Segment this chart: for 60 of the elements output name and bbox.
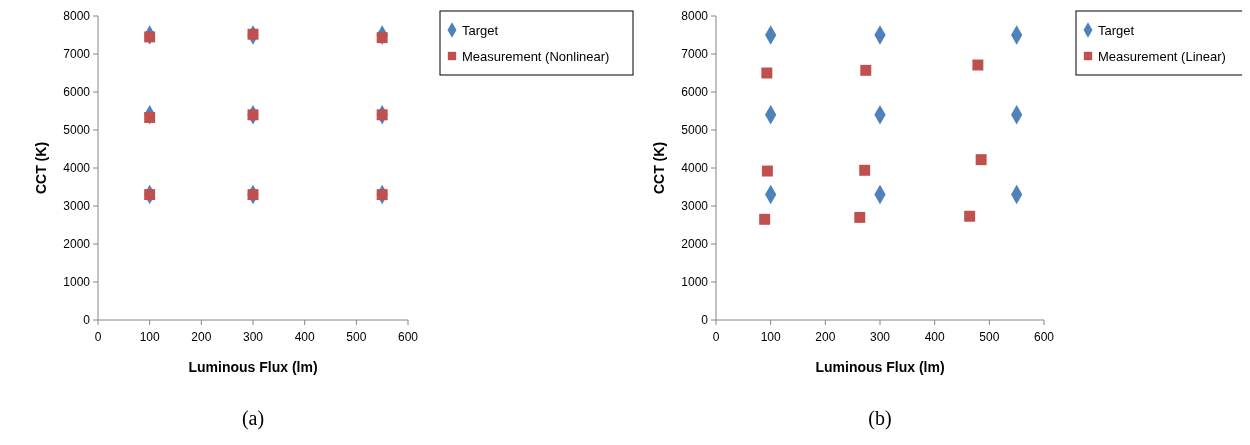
x-tick-label: 400 [294,330,315,344]
point [144,189,156,201]
y-tick-label: 7000 [63,47,91,62]
y-tick-label: 2000 [681,237,709,252]
y-tick-label: 6000 [63,85,91,100]
x-tick-label: 200 [815,330,836,344]
x-axis-title: Luminous Flux (lm) [815,359,945,375]
y-tick-label: 4000 [63,161,91,176]
y-tick-label: 5000 [681,123,709,138]
y-tick-label: 4000 [681,161,709,176]
y-tick-label: 8000 [681,9,709,24]
legend-label: Measurement (Linear) [1098,48,1226,64]
y-tick-label: 2000 [63,237,91,252]
y-tick-label: 0 [701,313,709,328]
point [761,165,773,177]
point [759,213,771,225]
y-tick-label: 3000 [63,199,91,214]
x-axis-title: Luminous Flux (lm) [188,359,318,375]
x-tick-label: 100 [139,330,160,344]
point [376,32,388,44]
point [854,211,866,223]
point [859,164,871,176]
point [144,111,156,123]
text: (b) [868,407,892,430]
point [376,109,388,121]
x-tick-label: 600 [397,330,419,344]
x-tick-label: 0 [94,330,102,344]
y-tick-label: 6000 [681,85,709,100]
legend-label: Target [462,22,499,38]
text: (a) [241,407,265,430]
x-tick-label: 300 [869,330,891,344]
legend-label: Target [1098,22,1135,38]
point [376,189,388,201]
point [972,59,984,71]
y-tick-label: 0 [83,313,91,328]
y-axis-title: CCT (K) [651,141,667,195]
x-tick-label: 200 [191,330,212,344]
y-tick-label: 5000 [63,123,91,138]
x-tick-label: 300 [242,330,264,344]
x-tick-label: 400 [924,330,945,344]
legend-label: Measurement (Nonlinear) [462,48,610,64]
y-tick-label: 7000 [681,47,709,62]
point [247,28,259,40]
y-tick-label: 1000 [63,275,91,290]
x-tick-label: 500 [346,330,367,344]
point [964,210,976,222]
x-tick-label: 0 [712,330,720,344]
x-tick-label: 500 [979,330,1000,344]
y-tick-label: 8000 [63,9,91,24]
point [975,154,987,166]
point [144,31,156,43]
x-tick-label: 100 [760,330,781,344]
y-tick-label: 3000 [681,199,709,214]
point [860,64,872,76]
point [247,189,259,201]
point [761,67,773,79]
y-axis-title: CCT (K) [33,141,49,195]
y-tick-label: 1000 [681,275,709,290]
x-tick-label: 600 [1033,330,1055,344]
point [247,109,259,121]
